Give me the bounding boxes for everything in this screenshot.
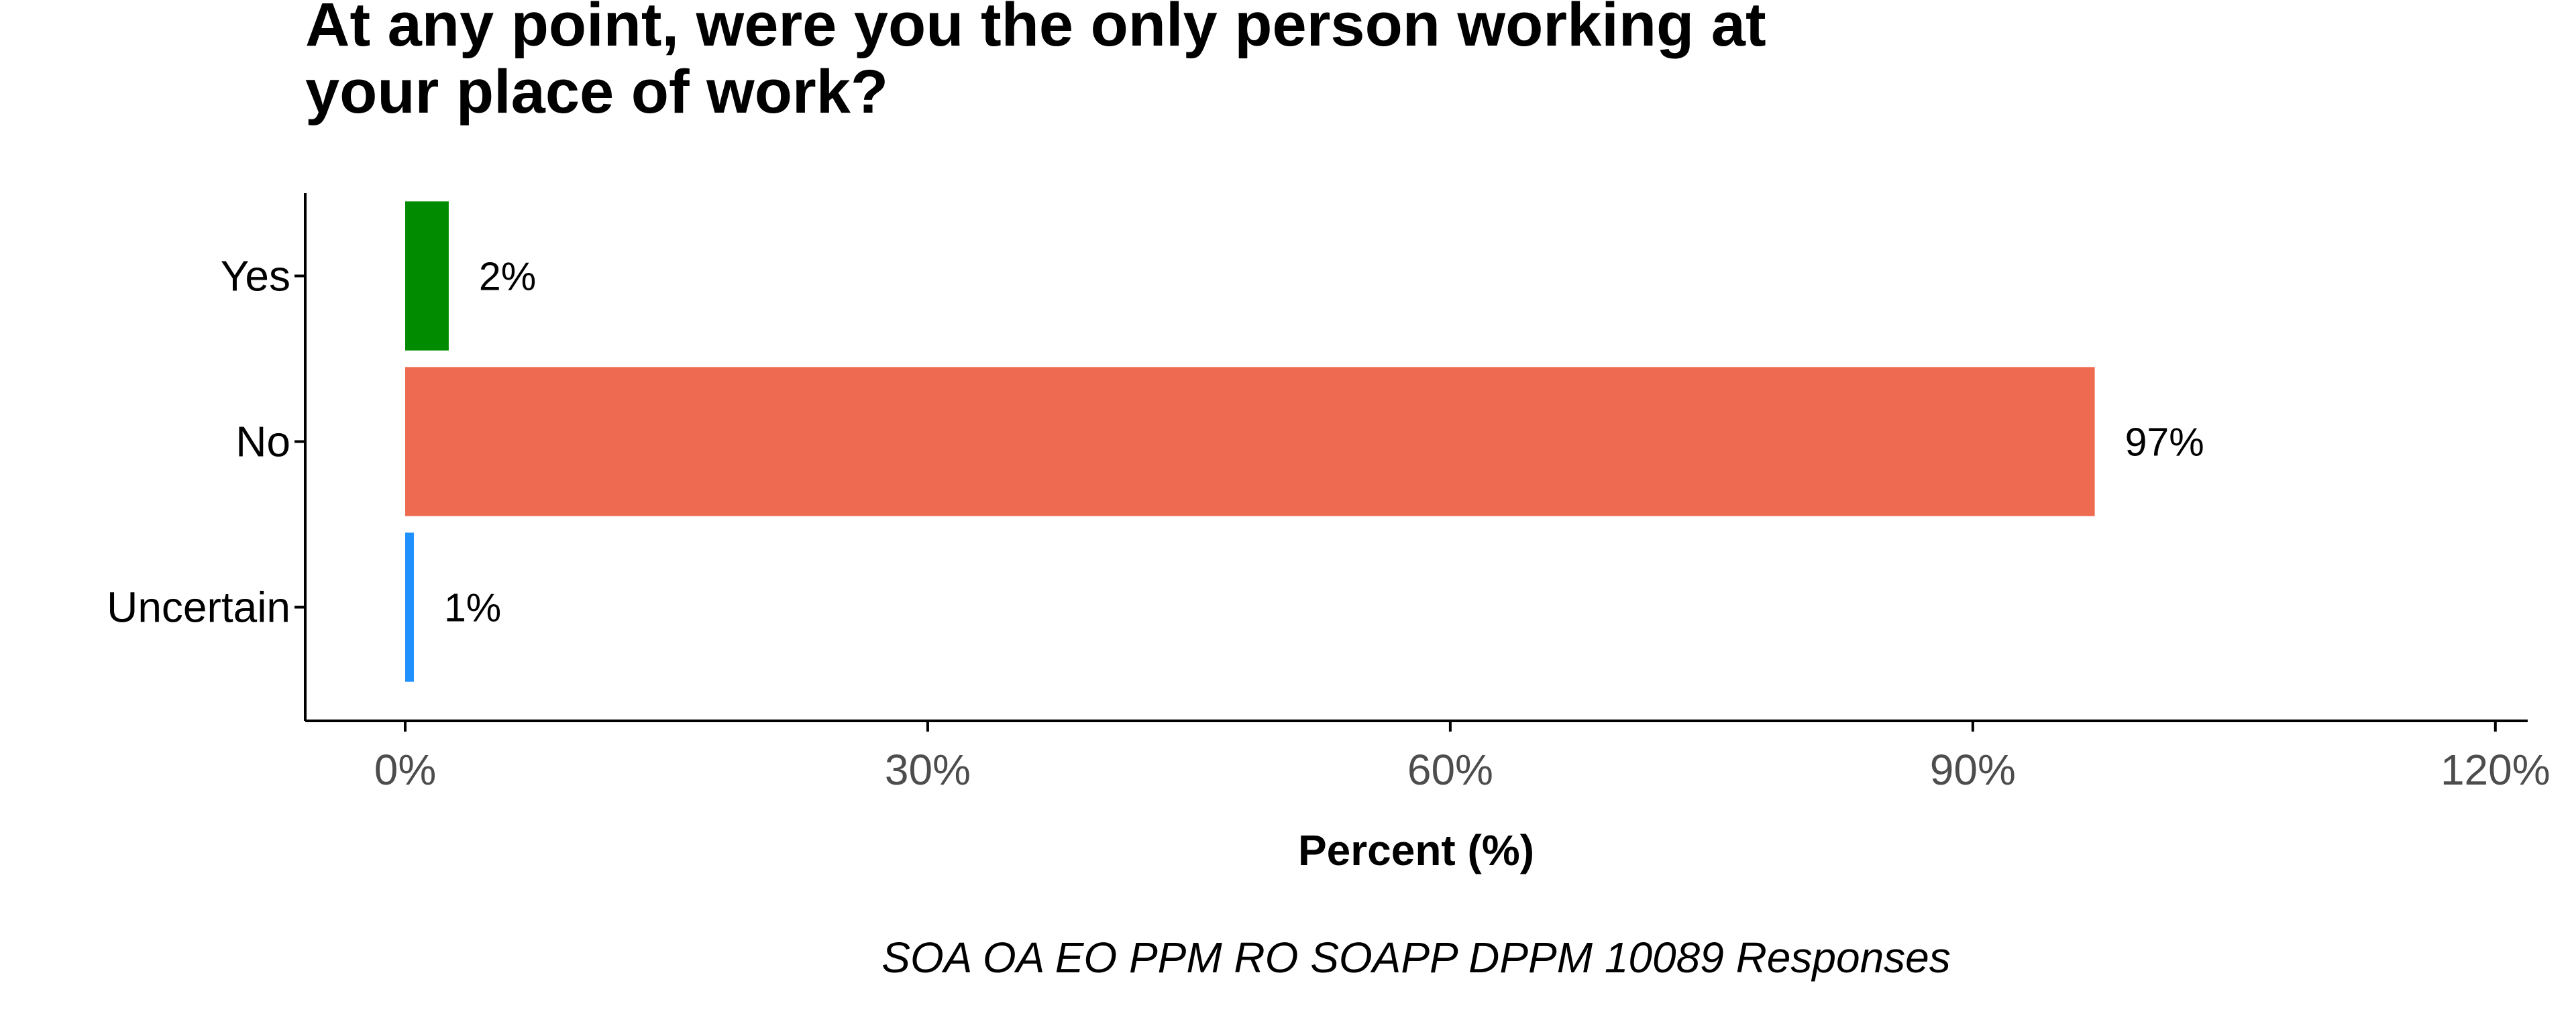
y-tick-label-yes: Yes	[221, 252, 290, 300]
y-axis-ticks: Yes No Uncertain	[107, 252, 305, 632]
x-tick-label: 60%	[1407, 746, 1493, 794]
data-label-yes: 2%	[479, 255, 536, 299]
x-axis-title: Percent (%)	[1298, 826, 1534, 874]
x-axis-ticks: 0% 30% 60% 90% 120%	[374, 721, 2551, 794]
chart-caption: SOA OA EO PPM RO SOAPP DPPM 10089 Respon…	[881, 933, 1951, 982]
chart-title-line-1: At any point, were you the only person w…	[305, 0, 1766, 59]
data-label-no: 97%	[2125, 420, 2204, 465]
bar-uncertain	[405, 532, 414, 682]
bar-yes	[405, 201, 449, 351]
x-tick-label: 90%	[1930, 746, 2016, 794]
y-tick-label-uncertain: Uncertain	[107, 583, 290, 632]
data-label-uncertain: 1%	[444, 586, 501, 630]
x-tick-label: 0%	[374, 746, 437, 794]
axes	[304, 193, 2528, 722]
bar-no	[405, 367, 2095, 516]
y-tick-label-no: No	[235, 418, 290, 466]
chart-title-line-2: your place of work?	[305, 58, 888, 126]
plot-area: 2% 97% 1%	[405, 201, 2204, 682]
x-tick-label: 120%	[2440, 746, 2551, 794]
chart-title: At any point, were you the only person w…	[305, 0, 1766, 126]
x-tick-label: 30%	[885, 746, 971, 794]
